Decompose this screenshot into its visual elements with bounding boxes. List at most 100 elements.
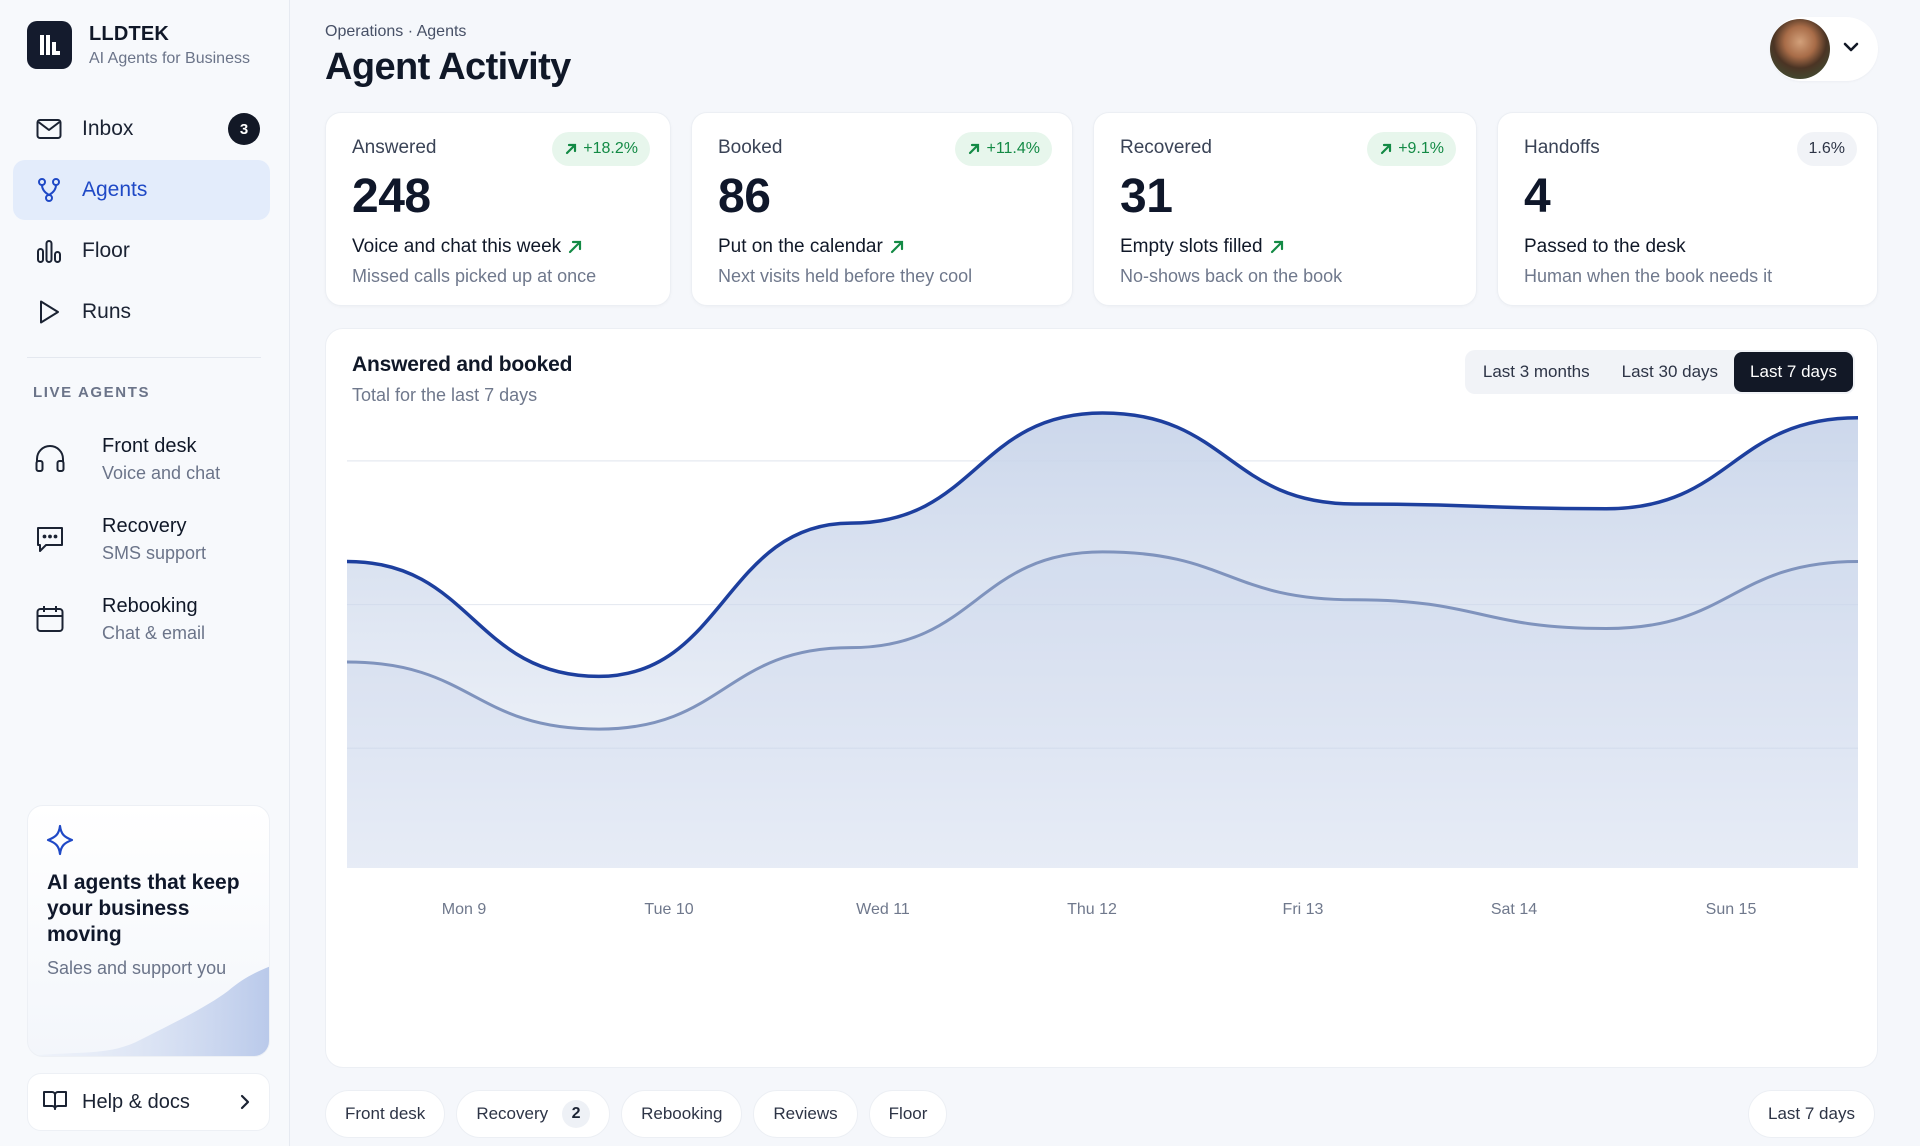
brand-logo-icon [27, 21, 72, 69]
brand-tagline: AI Agents for Business [89, 49, 250, 67]
trend-badge: 1.6% [1796, 132, 1857, 166]
live-agent-rebooking[interactable]: Rebooking Chat & email [33, 588, 273, 668]
x-tick-label: Sun 15 [1706, 901, 1757, 918]
series-area-fill [347, 412, 1858, 868]
trend-badge: +11.4% [955, 132, 1052, 166]
arrow-up-right-icon [569, 240, 582, 254]
stat-subtext: Human when the book needs it [1524, 266, 1773, 286]
avatar [1770, 19, 1830, 79]
chip-date-range[interactable]: Last 7 days [1748, 1090, 1875, 1138]
promo-wave-graphic [28, 966, 269, 1056]
stat-line-text: Empty slots filled [1120, 236, 1263, 257]
chip-count-badge: 2 [562, 1100, 591, 1128]
stat-label: Answered [352, 137, 437, 158]
profile-menu[interactable] [1770, 17, 1878, 81]
stat-line: Passed to the desk [1524, 236, 1686, 258]
stat-label: Booked [718, 137, 783, 158]
nav-item-label: Agents [82, 178, 148, 201]
live-agent-front-desk[interactable]: Front desk Voice and chat [33, 428, 273, 508]
stat-subtext: Next visits held before they cool [718, 266, 973, 286]
chip-floor[interactable]: Floor [868, 1090, 948, 1138]
live-agent-title: Recovery [102, 515, 187, 537]
book-icon [42, 1089, 68, 1116]
range-last-7-days[interactable]: Last 7 days [1734, 352, 1853, 392]
stat-label: Handoffs [1524, 137, 1600, 158]
nav-item-label: Floor [82, 239, 130, 262]
live-agents-list: Front desk Voice and chat Recovery SMS s… [33, 428, 273, 668]
live-agent-subtitle: Chat & email [102, 623, 206, 643]
trend-badge: +18.2% [552, 132, 650, 166]
nav-item-floor[interactable]: Floor [13, 221, 270, 281]
arrow-up-right-icon [566, 143, 577, 155]
chart-panel: Mon 9 Tue 10 Wed 11 Thu 12 Fri 13 Sat 14 Sun 1… [325, 328, 1878, 1068]
brand[interactable]: LLDTEK AI Agents for Business [27, 21, 250, 69]
series-area-fill-secondary [347, 551, 1858, 868]
nav-item-label: Inbox [82, 117, 134, 140]
promo-card[interactable]: AI agents that keep your business moving… [27, 805, 270, 1057]
x-tick-label: Thu 12 [1067, 901, 1117, 918]
stat-card-booked[interactable]: Booked +11.4% 86 Put on the calendar Nex… [691, 112, 1073, 306]
divider [27, 357, 261, 358]
chart-subtitle: Total for the last 7 days [352, 385, 538, 405]
series-line-secondary [346, 550, 1859, 731]
stat-card-handoffs[interactable]: Handoffs 1.6% 4 Passed to the desk Human… [1497, 112, 1878, 306]
sparkle-icon [45, 824, 75, 861]
arrow-up-right-icon [1381, 143, 1392, 155]
stat-value: 31 [1120, 170, 1173, 223]
chip-rebooking[interactable]: Rebooking [621, 1090, 743, 1138]
trend-value: +18.2% [583, 140, 638, 157]
chip-reviews[interactable]: Reviews [753, 1090, 858, 1138]
nav-item-inbox[interactable]: Inbox 3 [13, 99, 270, 159]
chart-title: Answered and booked [352, 353, 573, 376]
live-agent-title: Front desk [102, 435, 197, 457]
stat-label: Recovered [1120, 137, 1212, 158]
play-icon [35, 298, 63, 326]
stat-card-answered[interactable]: Answered +18.2% 248 Voice and chat this … [325, 112, 671, 306]
chip-label: Floor [888, 1104, 928, 1123]
stat-line: Voice and chat this week [352, 236, 583, 258]
live-agent-subtitle: SMS support [102, 543, 207, 563]
mail-icon [35, 115, 63, 143]
stat-subtext: No-shows back on the book [1120, 266, 1343, 286]
brand-name: LLDTEK [89, 22, 170, 45]
range-toggle: Last 3 months Last 30 days Last 7 days [1464, 350, 1855, 394]
agents-icon [35, 176, 63, 204]
chevron-down-icon [1842, 40, 1860, 58]
stat-subtext: Missed calls picked up at once [352, 266, 597, 286]
chip-label: Rebooking [641, 1104, 723, 1123]
x-tick-label: Sat 14 [1491, 901, 1537, 918]
x-tick-label: Mon 9 [442, 901, 487, 918]
live-agents-heading: LIVE AGENTS [33, 384, 151, 401]
stat-line: Put on the calendar [718, 236, 905, 258]
promo-title: AI agents that keep your business moving [47, 871, 240, 946]
live-agent-subtitle: Voice and chat [102, 463, 221, 483]
chip-label: Reviews [773, 1104, 838, 1123]
trend-value: +9.1% [1398, 140, 1444, 157]
stat-line-text: Put on the calendar [718, 236, 883, 257]
stat-value: 86 [718, 170, 771, 223]
trend-value: 1.6% [1808, 140, 1845, 157]
range-last-30-days[interactable]: Last 30 days [1621, 362, 1719, 381]
x-tick-label: Tue 10 [644, 901, 693, 918]
inbox-count-badge: 3 [228, 113, 260, 145]
stat-line-text: Voice and chat this week [352, 236, 562, 257]
series-line-primary [346, 411, 1859, 679]
help-docs-button[interactable]: Help & docs [27, 1073, 270, 1131]
chip-front-desk[interactable]: Front desk [325, 1090, 446, 1138]
chip-label: Front desk [345, 1104, 426, 1123]
stat-value: 248 [352, 170, 431, 223]
breadcrumb[interactable]: Operations · Agents [325, 23, 467, 40]
page-title: Agent Activity [325, 46, 571, 88]
stat-card-recovered[interactable]: Recovered +9.1% 31 Empty slots filled No… [1093, 112, 1477, 306]
x-tick-label: Fri 13 [1283, 901, 1324, 918]
range-last-3-months[interactable]: Last 3 months [1482, 362, 1590, 381]
chip-label: Last 7 days [1768, 1104, 1855, 1123]
nav-item-agents[interactable]: Agents [13, 160, 270, 220]
live-agent-title: Rebooking [102, 595, 198, 617]
arrow-up-right-icon [1270, 240, 1283, 254]
chip-recovery[interactable]: Recovery 2 [456, 1090, 611, 1138]
nav-item-runs[interactable]: Runs [13, 282, 270, 342]
message-icon [33, 522, 67, 556]
live-agent-recovery[interactable]: Recovery SMS support [33, 508, 273, 588]
x-tick-label: Wed 11 [856, 901, 910, 918]
